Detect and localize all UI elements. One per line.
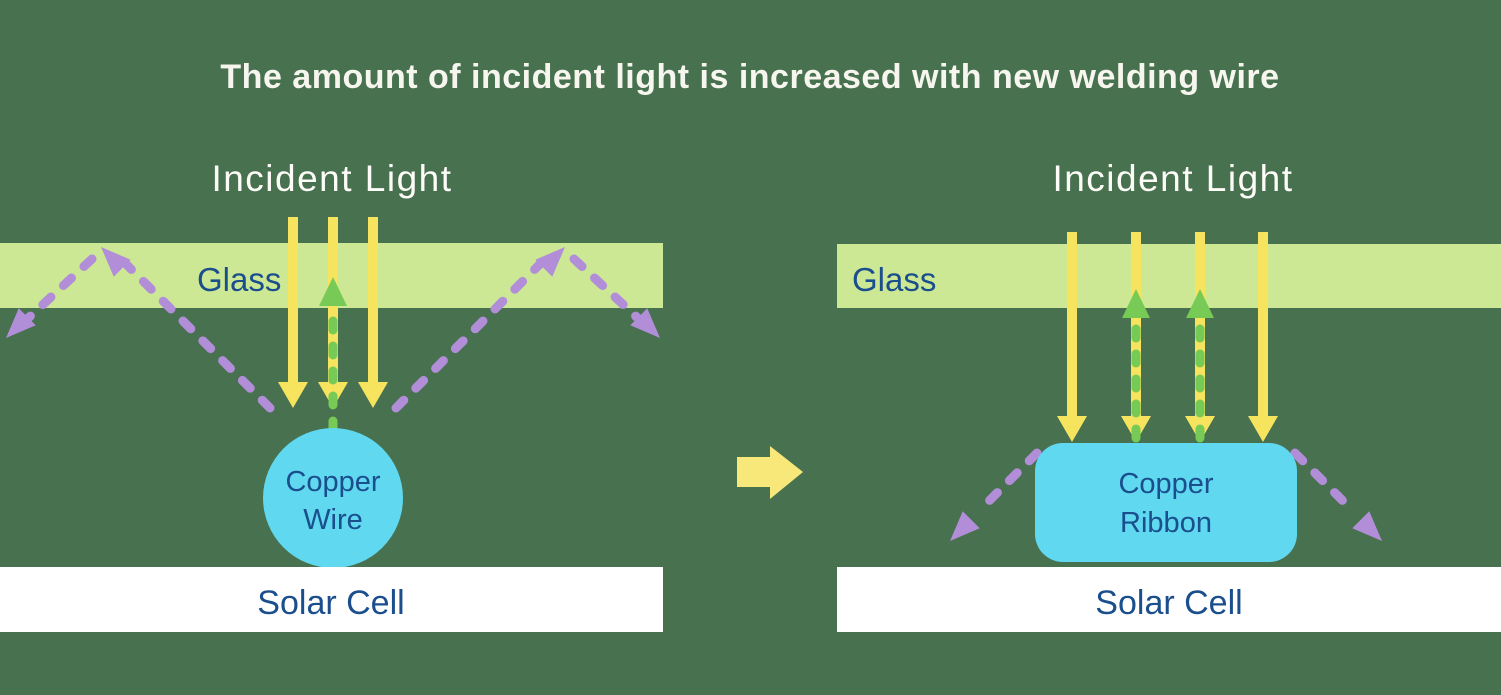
copper-wire-shape bbox=[263, 428, 403, 568]
reflection-arrow-head bbox=[1352, 511, 1382, 541]
copper-ribbon-shape bbox=[1035, 443, 1297, 562]
right-solar-cell-bar bbox=[837, 567, 1501, 632]
copper-ribbon-label-line2: Ribbon bbox=[1120, 507, 1212, 539]
incident-arrow-head bbox=[1248, 416, 1278, 442]
reflection-arrow-head bbox=[101, 247, 131, 277]
left-escaping-reflection-paths bbox=[6, 247, 660, 413]
right-incident-arrows bbox=[1057, 232, 1278, 442]
right-redirected-reflection-paths bbox=[950, 448, 1382, 541]
reflection-path-segment bbox=[19, 254, 97, 327]
transition-right-arrow-icon bbox=[737, 446, 803, 499]
right-returned-light-arrows bbox=[1122, 289, 1214, 443]
reflection-path-segment bbox=[1290, 448, 1357, 515]
returned-light-head bbox=[319, 277, 347, 306]
returned-light-head bbox=[1122, 289, 1150, 318]
left-panel-copper-wire: Incident Light bbox=[0, 158, 663, 632]
incident-arrow-head bbox=[358, 382, 388, 408]
returned-light-head bbox=[1186, 289, 1214, 318]
left-solar-cell-label: Solar Cell bbox=[257, 584, 404, 622]
reflection-arrow-head bbox=[950, 511, 980, 541]
left-incident-light-heading: Incident Light bbox=[211, 158, 452, 199]
reflection-path-segment bbox=[977, 448, 1042, 513]
copper-ribbon-label-line1: Copper bbox=[1118, 468, 1213, 500]
copper-wire-label-line2: Wire bbox=[303, 504, 363, 536]
reflection-arrow-head bbox=[535, 247, 565, 277]
reflection-arrow-head bbox=[630, 308, 660, 338]
right-panel-copper-ribbon: Incident Light Glass bbox=[837, 158, 1501, 632]
copper-wire-label-line1: Copper bbox=[285, 466, 380, 498]
right-solar-cell-label: Solar Cell bbox=[1095, 584, 1242, 622]
left-returned-light-arrow bbox=[319, 277, 347, 435]
right-incident-light-heading: Incident Light bbox=[1052, 158, 1293, 199]
diagram-title: The amount of incident light is increase… bbox=[220, 58, 1279, 96]
left-glass-label: Glass bbox=[197, 261, 281, 298]
reflection-arrow-head bbox=[6, 308, 36, 338]
left-solar-cell-bar bbox=[0, 567, 663, 632]
reflection-path-segment bbox=[391, 249, 555, 413]
incident-arrow-head bbox=[1057, 416, 1087, 442]
incident-arrow-head bbox=[278, 382, 308, 408]
right-glass-bar bbox=[837, 244, 1501, 308]
right-glass-label: Glass bbox=[852, 261, 936, 298]
reflection-path-segment bbox=[111, 249, 275, 413]
reflection-path-segment bbox=[569, 254, 647, 327]
